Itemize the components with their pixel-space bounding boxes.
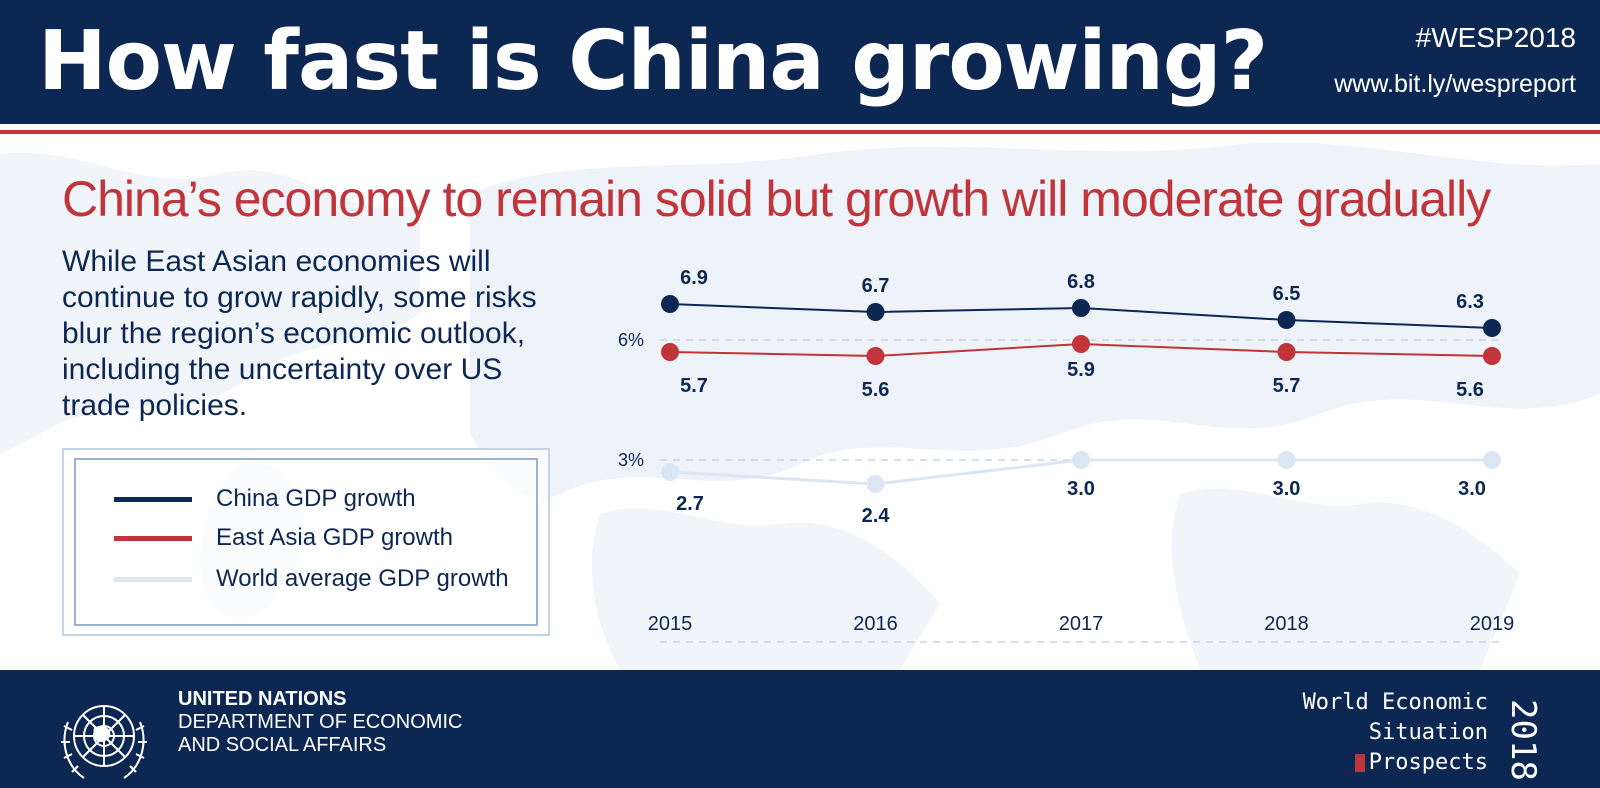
data-label-s1-2: 5.9 [1067,359,1095,381]
legend-item-china: China GDP growth [114,484,416,514]
legend-item-world: World average GDP growth [114,564,509,594]
x-tick-label-3: 2018 [1264,613,1309,635]
header-banner: How fast is China growing? #WESP2018 www… [0,0,1600,124]
gdp-growth-line-chart: 6% 3% 2015 2016 2017 2018 2019 6.9 6.7 6.8 6.5 6.3 5… [618,267,1515,643]
data-label-s2-4: 3.0 [1458,478,1486,500]
data-label-s0-2: 6.8 [1067,271,1095,293]
wesp-logo: World Economic Situation Prospects [1303,688,1488,778]
wesp-year: 2018 [1503,699,1543,781]
un-department-name: UNITED NATIONS DEPARTMENT OF ECONOMIC AN… [178,688,462,757]
data-label-s1-3: 5.7 [1273,375,1301,397]
data-label-s1-4: 5.6 [1456,379,1484,401]
series-2-point-3 [1277,451,1296,469]
hashtag[interactable]: #WESP2018 [1415,22,1576,53]
legend-frame [74,458,538,626]
legend-label-east-asia: East Asia GDP growth [216,524,453,551]
footer-banner: UNITED NATIONS DEPARTMENT OF ECONOMIC AN… [0,670,1600,788]
series-0-point-0 [661,295,679,313]
world-map-background [0,142,1600,670]
series-2-point-2 [1072,451,1090,469]
page-title: How fast is China growing? [38,14,1268,109]
data-label-s2-0: 2.7 [676,493,704,515]
legend-swatch-world [114,576,192,582]
legend-item-east-asia: East Asia GDP growth [114,523,453,553]
series-1-point-3 [1277,343,1296,361]
legend-label-china: China GDP growth [216,485,416,512]
series-0-point-2 [1072,299,1090,317]
series-2-point-0 [661,463,679,481]
x-tick-label-4: 2019 [1470,613,1515,635]
wesp-line1: World Economic [1302,690,1488,715]
intro-text: While East Asian economies will continue… [62,245,537,422]
report-link[interactable]: www.bit.ly/wespreport [1334,70,1576,98]
series-2-point-1 [866,475,885,493]
un-emblem-icon [61,705,147,779]
wesp-line2: Situation [1368,720,1488,745]
wesp-line3: Prospects [1368,750,1488,775]
un-org-line3: AND SOCIAL AFFAIRS [178,734,387,756]
wesp-and-mark [1354,754,1365,772]
data-label-s0-3: 6.5 [1273,283,1301,305]
data-label-s1-0: 5.7 [680,375,708,397]
x-tick-label-2: 2017 [1059,613,1104,635]
reference-label-1: 3% [618,450,644,470]
series-0-point-4 [1483,319,1501,337]
legend-label-world: World average GDP growth [216,565,509,592]
x-tick-label-0: 2015 [648,613,693,635]
series-1-point-0 [661,343,679,361]
series-1-point-4 [1483,347,1501,365]
series-2-point-4 [1483,451,1501,469]
legend: China GDP growth East Asia GDP growth Wo… [62,448,550,636]
data-label-s1-1: 5.6 [862,379,890,401]
un-org-line2: DEPARTMENT OF ECONOMIC [178,711,463,733]
chart-subtitle: China’s economy to remain solid but grow… [62,171,1491,227]
data-label-s0-4: 6.3 [1456,291,1484,313]
legend-swatch-east-asia [114,535,192,541]
series-1-point-1 [866,347,885,365]
legend-swatch-china [114,496,192,502]
data-label-s2-2: 3.0 [1067,478,1095,500]
data-label-s2-3: 3.0 [1273,478,1301,500]
reference-label-0: 6% [618,330,644,350]
data-label-s0-1: 6.7 [862,275,890,297]
header-divider [0,130,1600,134]
x-tick-label-1: 2016 [853,613,898,635]
data-label-s2-1: 2.4 [862,505,891,527]
series-0-point-1 [866,303,885,321]
series-1-point-2 [1072,335,1090,353]
series-0-point-3 [1277,311,1296,329]
un-org-line1: UNITED NATIONS [178,688,347,710]
data-label-s0-0: 6.9 [680,267,708,289]
